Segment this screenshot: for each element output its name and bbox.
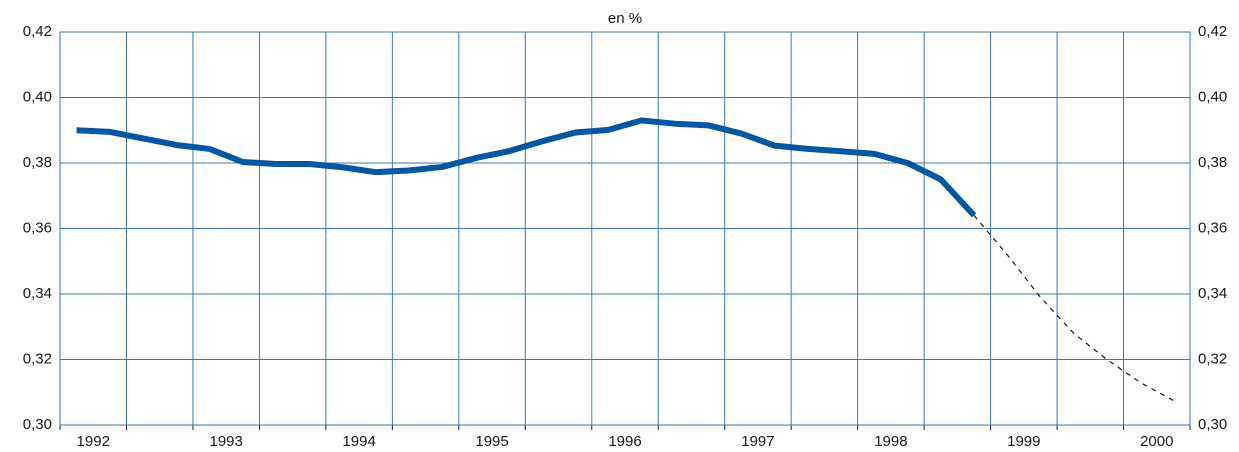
y-tick-label: 0,36	[23, 219, 52, 236]
x-tick-label: 1993	[209, 433, 242, 450]
y2-tick-label: 0,32	[1198, 350, 1227, 367]
y-tick-label: 0,30	[23, 416, 52, 433]
x-tick-label: 1992	[77, 433, 110, 450]
x-tick-label: 1998	[874, 433, 907, 450]
y2-tick-label: 0,36	[1198, 219, 1227, 236]
x-tick-label: 1997	[741, 433, 774, 450]
y-tick-label: 0,38	[23, 154, 52, 171]
x-tick-label: 1999	[1007, 433, 1040, 450]
y-tick-label: 0,40	[23, 88, 52, 105]
y-tick-label: 0,32	[23, 350, 52, 367]
y2-tick-label: 0,42	[1198, 23, 1227, 40]
y-tick-label: 0,42	[23, 23, 52, 40]
y2-tick-label: 0,30	[1198, 416, 1227, 433]
plot-frame	[59, 31, 1191, 426]
x-tick-label: 1995	[475, 433, 508, 450]
y2-tick-label: 0,38	[1198, 154, 1227, 171]
y2-tick-label: 0,40	[1198, 88, 1227, 105]
chart-title: en %	[608, 10, 642, 27]
x-tick-label: 2000	[1140, 433, 1173, 450]
y-tick-label: 0,34	[23, 285, 52, 302]
projection-line	[973, 215, 1174, 401]
data-line	[76, 117, 977, 218]
x-tick-label: 1994	[342, 433, 375, 450]
y2-tick-label: 0,34	[1198, 285, 1227, 302]
x-tick-label: 1996	[608, 433, 641, 450]
